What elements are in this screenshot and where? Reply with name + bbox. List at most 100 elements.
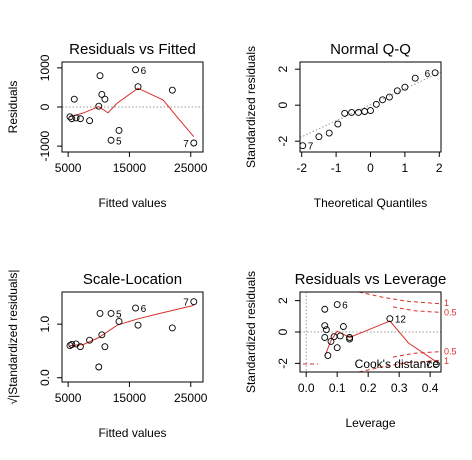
data-point [341,109,349,117]
plot-frame [61,291,204,383]
x-tick-label: 25000 [174,161,208,175]
y-tick-label: 1000 [38,54,52,81]
x-tick-label: 25000 [174,391,208,405]
data-point [101,343,109,351]
data-point [86,117,94,125]
data-point [190,298,198,306]
point-label: 6 [342,301,348,312]
data-point [134,321,142,329]
y-tick-label: 0 [38,103,52,110]
reference-line [300,71,441,139]
plot-title: Normal Q-Q [330,41,411,58]
y-tick-label: 1.0 [38,315,52,332]
cooks-contour-label: 1 [444,356,449,366]
data-point [66,342,74,350]
y-axis-label: Standardized residuals [244,46,258,168]
x-axis-label: Theoretical Quantiles [314,196,427,210]
data-point [72,114,80,122]
data-point [346,335,354,343]
data-point [68,341,76,348]
data-point [101,95,109,103]
data-point [386,315,394,323]
data-point [98,91,106,98]
data-point [336,332,344,340]
data-point [355,108,362,116]
data-point [339,323,347,330]
data-point [385,93,393,101]
x-tick-label: 5000 [55,161,82,175]
data-point [315,133,323,141]
panel-1: 6 5 7 5000 15000 25000 -1000 0 1000 Residuals vs … [6,41,208,210]
y-axis-label: Standardized residuals [244,271,258,393]
smoother-line [69,87,195,138]
data-point [168,324,176,332]
plot-title: Residuals vs Leverage [295,271,447,288]
y-tick-label: 0 [276,102,290,109]
point-label: 7 [308,142,314,153]
data-point [321,305,329,313]
x-tick-label: -1 [331,161,342,175]
x-tick-label: 5000 [55,391,82,405]
x-tick-label: 0.1 [329,381,346,395]
data-point [432,360,440,368]
x-tick-label: 0.4 [422,381,439,395]
data-point [107,136,115,144]
data-point [95,363,103,371]
x-axis-label: Fitted values [98,196,166,210]
data-point [379,96,386,104]
data-point [327,337,335,345]
plot-title: Scale-Location [83,271,182,288]
data-point [322,326,330,334]
smoother-line [69,304,194,347]
cooks-legend-label: Cook's distance [355,357,440,371]
x-tick-label: -2 [296,161,307,175]
data-point [86,336,94,344]
data-point [348,108,356,116]
cooks-distance-contour [392,306,441,313]
x-tick-label: 0.2 [360,381,377,395]
x-tick-label: 2 [436,161,443,175]
x-tick-label: 0.0 [298,381,315,395]
data-point [96,309,104,317]
data-point [134,83,142,91]
cooks-distance-contour [358,292,441,305]
plot-area [300,69,441,150]
data-point [76,115,84,123]
plot-title: Residuals vs Fitted [69,41,196,58]
smoother-line [324,320,437,363]
y-axis-label: Residuals [6,81,20,134]
x-tick-label: 0 [367,161,374,175]
cooks-contour-label: 0.5 [444,347,457,357]
point-label: 12 [395,315,407,326]
data-point [411,74,419,82]
data-point [321,334,329,341]
plot-area [66,298,198,371]
point-label: 7 [183,298,189,309]
point-label: 5 [116,309,122,320]
data-point [107,309,115,317]
point-label: 7 [183,139,189,150]
data-point [72,340,80,348]
point-label: 6 [425,69,431,80]
y-tick-label: 2 [276,66,290,73]
y-tick-label: 0 [276,328,290,335]
data-point [361,108,369,115]
cooks-distance-contour [392,351,441,358]
data-point [324,352,332,359]
data-point [393,87,401,95]
point-label: 6 [141,304,147,315]
point-label: 6 [141,66,147,77]
cooks-contour-label: 1 [444,298,449,308]
x-axis-label: Fitted values [98,426,166,440]
x-axis-label: Leverage [345,416,395,430]
plot-area [62,66,203,147]
data-point [95,102,103,110]
panel-3: 5 6 7 5000 15000 25000 0.0 1.0 Scale-Location Fit… [6,270,208,440]
data-point [300,142,307,150]
data-point [132,66,140,74]
data-point [431,69,439,77]
panel-4: 6 12 7 0.0 0.1 0.2 0.3 0.4 -2 0 2 Residuals vs Leve… [244,271,457,430]
plot-area [300,292,441,372]
